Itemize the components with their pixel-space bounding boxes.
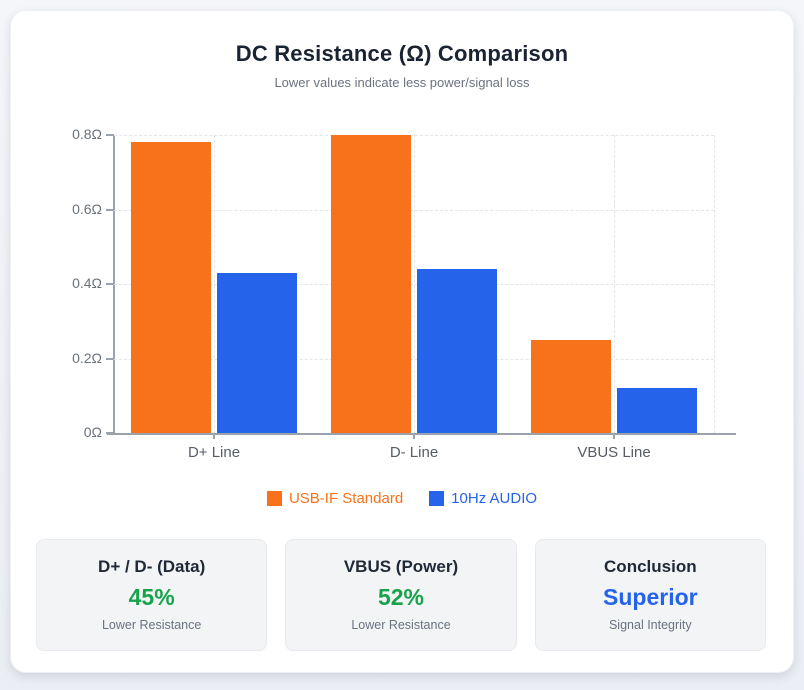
summary-row: D+ / D- (Data) 45% Lower Resistance VBUS… (36, 539, 766, 651)
summary-card-caption: Lower Resistance (101, 618, 202, 632)
gridline-vertical (614, 135, 615, 433)
y-axis-tick-label: 0.8Ω (72, 126, 102, 142)
gridline-vertical (414, 135, 415, 433)
x-axis-line (107, 433, 736, 435)
summary-card-title: D+ / D- (Data) (98, 557, 206, 576)
x-axis-tick (413, 433, 415, 439)
legend-label: 10Hz AUDIO (451, 489, 538, 507)
y-axis-tick (106, 208, 114, 211)
chart-plot: 0Ω 0.2Ω 0.4Ω 0.6Ω 0.8Ω D+ Line D- Line VBUS Lin… (72, 126, 736, 461)
y-axis-tick-label: 0.4Ω (72, 275, 102, 291)
summary-card-caption: Signal Integrity (608, 618, 692, 632)
page-subtitle: Lower values indicate less power/signal … (274, 75, 530, 90)
page-title: DC Resistance (Ω) Comparison (235, 41, 569, 66)
bar-10hz-audio-d-line (417, 269, 497, 433)
legend-item[interactable]: 10Hz AUDIO (429, 490, 537, 507)
legend-swatch-icon (429, 490, 445, 506)
bar-usb-if-standard-d-line (131, 142, 211, 433)
bar-usb-if-standard-d-line (331, 135, 411, 433)
summary-card-caption: Lower Resistance (351, 618, 451, 632)
y-axis-tick-label: 0.2Ω (72, 349, 102, 366)
y-axis-tick-label: 0.6Ω (72, 200, 102, 217)
y-axis-tick (106, 357, 114, 360)
summary-card-title: VBUS (Power) (343, 557, 459, 576)
legend-item[interactable]: USB-IF Standard (266, 489, 404, 507)
summary-card-value: 52% (377, 584, 425, 610)
chart-card: DC Resistance (Ω) Comparison Lower value… (10, 10, 794, 673)
summary-card-value: Superior (603, 584, 698, 610)
y-axis-tick (106, 432, 114, 434)
y-axis-tick (106, 134, 114, 136)
summary-card: Conclusion Superior Signal Integrity (534, 539, 766, 651)
summary-card: D+ / D- (Data) 45% Lower Resistance (36, 539, 268, 651)
x-axis-tick (613, 433, 615, 439)
summary-card-value: 45% (128, 584, 175, 610)
legend-label: USB-IF Standard (288, 489, 404, 507)
x-category-label: D- Line (389, 444, 439, 461)
gridline-vertical (214, 135, 215, 433)
legend-swatch-icon (266, 490, 282, 506)
bar-10hz-audio-vbus-line (617, 388, 697, 433)
summary-card: VBUS (Power) 52% Lower Resistance (285, 539, 517, 651)
x-axis-tick (213, 433, 215, 439)
summary-card-title: Conclusion (604, 557, 697, 576)
x-category-label: D+ Line (187, 444, 241, 461)
y-axis-tick-label: 0Ω (83, 424, 102, 440)
x-category-label: VBUS Line (577, 444, 651, 461)
bar-10hz-audio-d-line (217, 272, 297, 433)
chart-legend: USB-IF Standard 10Hz AUDIO (11, 485, 793, 511)
bar-usb-if-standard-vbus-line (531, 339, 611, 433)
y-axis-tick (106, 283, 114, 285)
gridline-vertical (714, 135, 715, 433)
